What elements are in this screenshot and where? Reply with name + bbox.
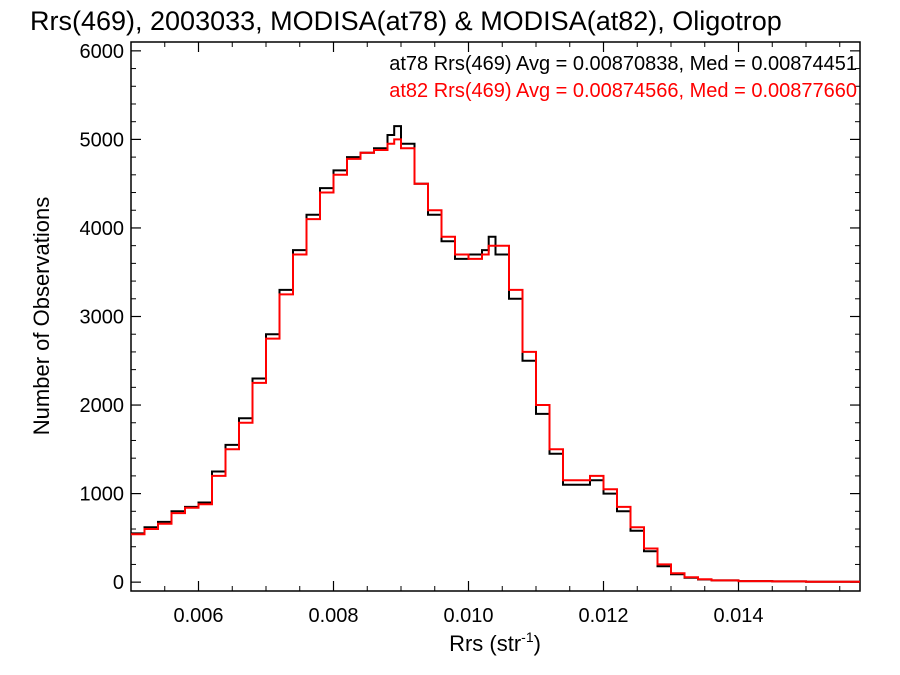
x-tick-label: 0.010	[443, 605, 493, 627]
chart-title: Rrs(469), 2003033, MODISA(at78) & MODISA…	[30, 6, 782, 36]
legend-entry-at82: at82 Rrs(469) Avg = 0.00874566, Med = 0.…	[389, 80, 857, 102]
series-at82-line	[131, 138, 860, 583]
x-axis-title-main: Rrs (str	[449, 631, 521, 656]
y-tick-label: 0	[113, 572, 124, 594]
x-axis-title-close: )	[534, 631, 541, 656]
y-tick-label: 2000	[80, 395, 125, 417]
x-axis-title-superscript: -1	[521, 629, 534, 645]
legend-entry-at78: at78 Rrs(469) Avg = 0.00870838, Med = 0.…	[389, 53, 857, 75]
y-axis: 0 1000 2000 3000 4000 5000 6000	[80, 41, 860, 594]
series-at78-line	[131, 125, 860, 583]
y-tick-label: 4000	[80, 218, 125, 240]
x-axis-title: Rrs (str-1)	[449, 629, 541, 656]
plot-frame	[130, 41, 861, 592]
x-tick-label: 0.014	[713, 605, 763, 627]
x-axis: 0.006 0.008 0.010 0.012 0.014	[164, 42, 841, 627]
y-tick-label: 1000	[80, 484, 125, 506]
x-tick-label: 0.008	[308, 605, 358, 627]
y-tick-label: 3000	[80, 307, 125, 329]
x-tick-label: 0.006	[173, 605, 223, 627]
y-tick-label: 6000	[80, 41, 125, 63]
legend: at78 Rrs(469) Avg = 0.00870838, Med = 0.…	[389, 53, 857, 102]
series-layer	[131, 125, 860, 583]
y-tick-label: 5000	[80, 129, 125, 151]
x-tick-label: 0.012	[578, 605, 628, 627]
y-axis-title: Number of Observations	[29, 197, 54, 435]
